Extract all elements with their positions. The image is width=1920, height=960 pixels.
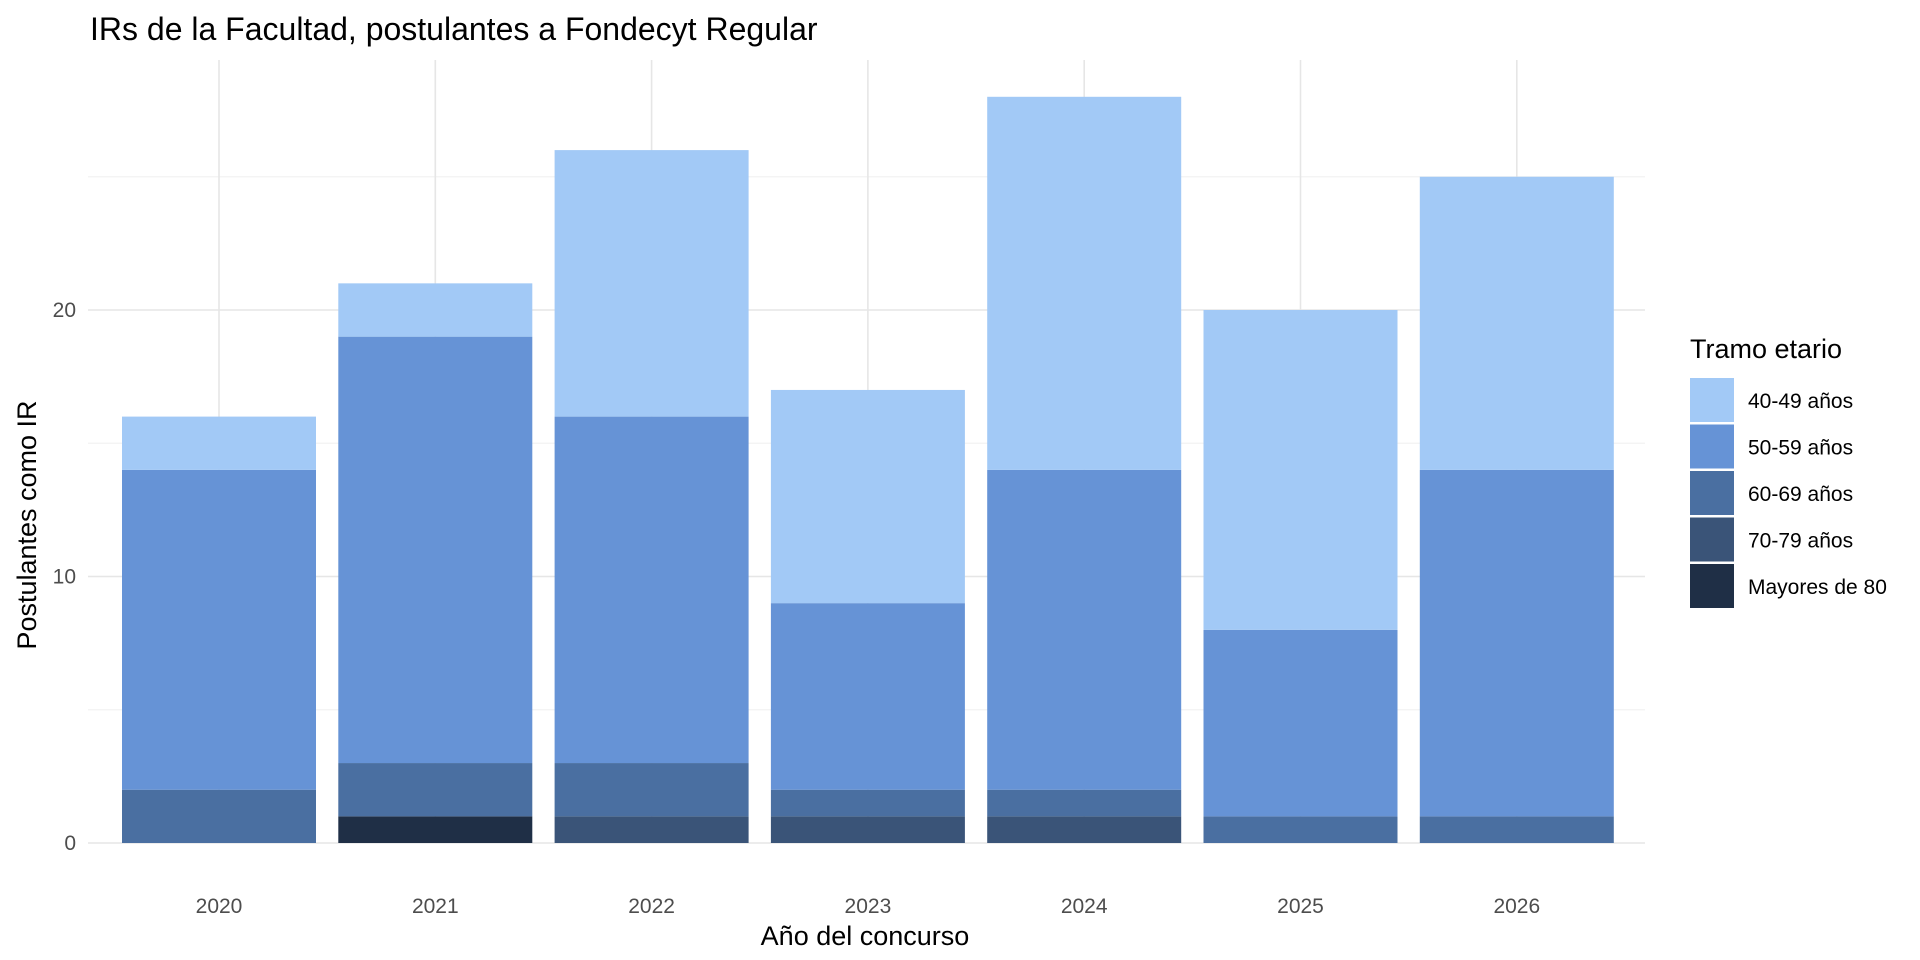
bars — [122, 96, 1614, 843]
bar-segment-2025-60-69-años — [1203, 816, 1398, 843]
x-axis-ticks: 2020 2021 2022 2023 2024 2025 2026 — [196, 895, 1541, 918]
bar-segment-2020-50-59-años — [122, 469, 316, 790]
y-tick-label: 20 — [53, 299, 76, 322]
bar-segment-2024-70-79-años — [987, 816, 1182, 843]
x-tick-label: 2023 — [845, 895, 892, 918]
bar-segment-2022-60-69-años — [554, 763, 749, 817]
legend-swatch — [1690, 378, 1734, 422]
legend-swatch — [1690, 424, 1734, 469]
y-tick-label: 10 — [53, 566, 76, 589]
x-tick-label: 2021 — [412, 895, 459, 918]
x-tick-label: 2022 — [628, 895, 675, 918]
bar-segment-2025-50-59-años — [1203, 629, 1398, 817]
bar-segment-2021-50-59-años — [338, 336, 533, 764]
legend-label: 50-59 años — [1748, 437, 1853, 460]
y-axis-ticks: 0 10 20 — [53, 299, 76, 855]
legend-label: Mayores de 80 — [1748, 576, 1887, 599]
bar-segment-2021-mayores-de-80 — [338, 816, 533, 843]
legend-label: 70-79 años — [1748, 530, 1853, 553]
bar-segment-2024-50-59-años — [987, 469, 1182, 790]
bar-segment-2023-50-59-años — [770, 603, 965, 790]
bar-segment-2023-60-69-años — [770, 789, 965, 817]
y-axis-title: Postulantes como IR — [12, 400, 42, 649]
bar-segment-2020-60-69-años — [122, 789, 316, 843]
bar-segment-2024-40-49-años — [987, 96, 1182, 470]
legend: Tramo etario 40-49 años 50-59 años 60-69 a… — [1690, 334, 1887, 608]
x-tick-label: 2020 — [196, 895, 243, 918]
legend-label: 60-69 años — [1748, 483, 1853, 506]
bar-segment-2020-40-49-años — [122, 416, 316, 470]
bar-segment-2022-70-79-años — [554, 816, 749, 843]
legend-swatch — [1690, 517, 1734, 562]
bar-segment-2022-40-49-años — [554, 150, 749, 417]
legend-swatch — [1690, 564, 1734, 608]
y-tick-label: 0 — [64, 832, 76, 855]
chart-title: IRs de la Facultad, postulantes a Fondec… — [90, 11, 818, 47]
legend-title: Tramo etario — [1690, 334, 1842, 364]
x-tick-label: 2026 — [1493, 895, 1540, 918]
bar-segment-2021-60-69-años — [338, 763, 533, 817]
bar-segment-2023-70-79-años — [770, 816, 965, 843]
bar-segment-2022-50-59-años — [554, 416, 749, 764]
bar-segment-2021-40-49-años — [338, 283, 533, 337]
x-tick-label: 2024 — [1061, 895, 1108, 918]
bar-segment-2026-40-49-años — [1419, 176, 1614, 470]
bar-segment-2025-40-49-años — [1203, 310, 1398, 630]
bar-segment-2026-60-69-años — [1419, 816, 1614, 843]
x-axis-title: Año del concurso — [761, 921, 970, 951]
legend-swatch — [1690, 471, 1734, 515]
bar-segment-2023-40-49-años — [770, 389, 965, 604]
bar-segment-2026-50-59-años — [1419, 469, 1614, 817]
bar-segment-2024-60-69-años — [987, 789, 1182, 817]
x-tick-label: 2025 — [1277, 895, 1324, 918]
legend-label: 40-49 años — [1748, 390, 1853, 413]
